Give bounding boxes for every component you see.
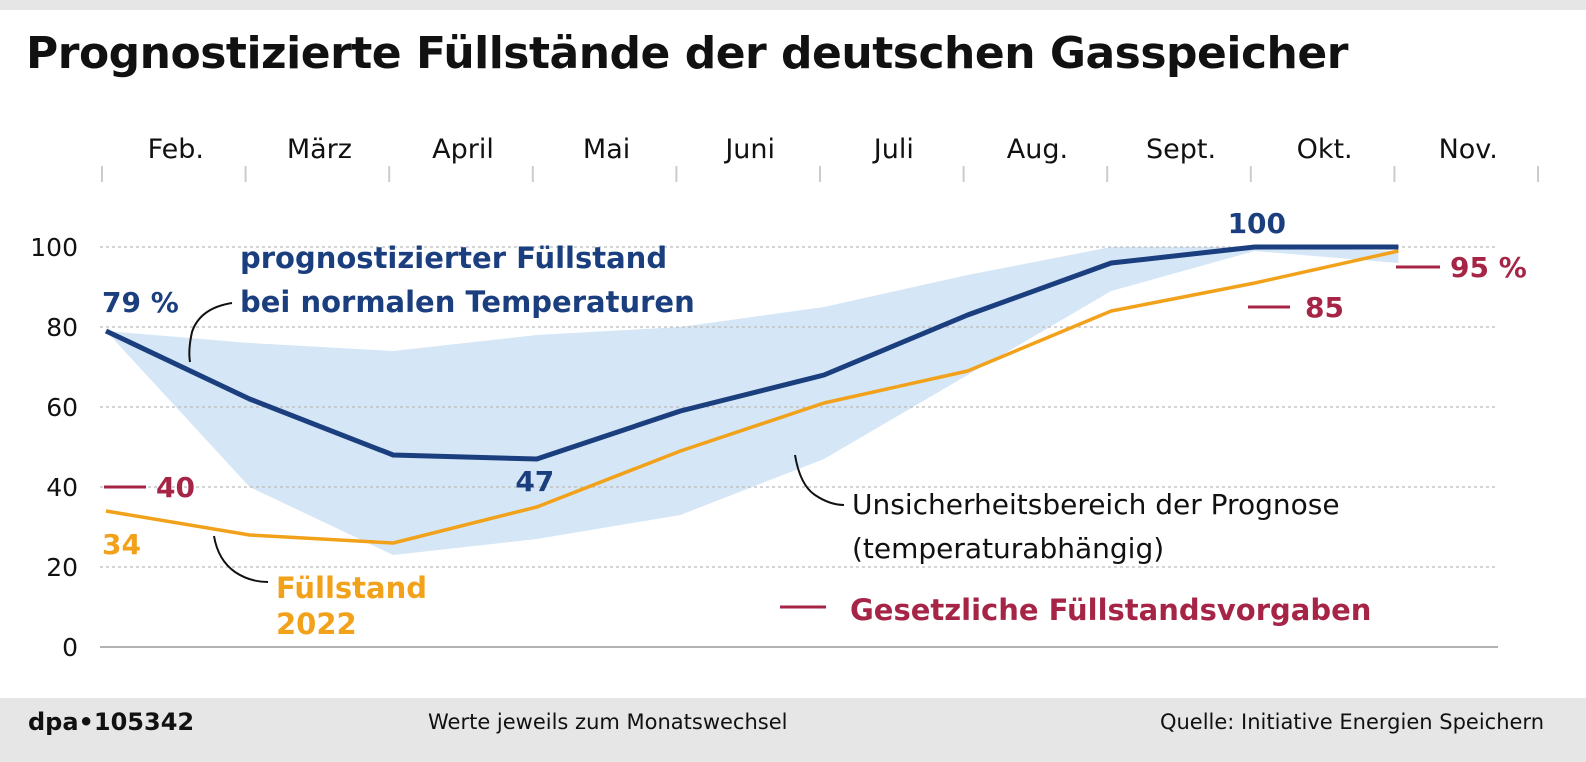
y-tick-label: 40 bbox=[46, 473, 78, 502]
y-axis: 0 20 40 60 80 100 bbox=[30, 233, 78, 662]
forecast-annotation-leader bbox=[188, 302, 233, 363]
data-label-2022-feb: 34 bbox=[102, 528, 141, 561]
data-label-forecast-may: 47 bbox=[515, 465, 554, 498]
month-label: Mai bbox=[583, 134, 630, 165]
y-tick-label: 0 bbox=[62, 633, 78, 662]
annotations-layer: prognostizierter Füllstand bei normalen T… bbox=[188, 241, 1371, 641]
series-layer bbox=[104, 244, 1399, 545]
series-line-2022 bbox=[105, 249, 1399, 545]
fill2022-annotation-leader bbox=[213, 535, 269, 583]
uncertainty-band bbox=[106, 247, 1399, 555]
dpa-logo: dpa•105342 bbox=[28, 708, 195, 736]
uncertainty-band-layer bbox=[106, 247, 1399, 555]
band-annotation-line1: Unsicherheitsbereich der Prognose bbox=[852, 488, 1340, 521]
chart-title: Prognostizierte Füllstände der deutschen… bbox=[26, 28, 1348, 79]
y-tick-label: 20 bbox=[46, 553, 78, 582]
grid-layer bbox=[100, 246, 1498, 648]
fill2022-annotation-line1: Füllstand bbox=[276, 571, 427, 605]
fill2022-annotation-line2: 2022 bbox=[276, 607, 357, 641]
month-label: Feb. bbox=[148, 134, 204, 165]
legal-target-label: 40 bbox=[156, 471, 195, 504]
legal-legend-label: Gesetzliche Füllstandsvorgaben bbox=[850, 593, 1371, 627]
month-label: Sept. bbox=[1146, 134, 1216, 165]
y-tick-label: 100 bbox=[30, 233, 78, 262]
month-label: Juni bbox=[723, 134, 775, 165]
month-label: Nov. bbox=[1439, 134, 1498, 165]
forecast-annotation-line1: prognostizierter Füllstand bbox=[240, 241, 667, 275]
series-line-forecast bbox=[104, 244, 1399, 462]
y-tick-label: 60 bbox=[46, 393, 78, 422]
month-label: Okt. bbox=[1297, 134, 1353, 165]
footer: dpa•105342 Werte jeweils zum Monatswechs… bbox=[0, 698, 1586, 762]
legal-targets-layer: 40 85 95 % bbox=[104, 251, 1527, 504]
month-label: Juli bbox=[872, 134, 914, 165]
legal-target-label: 85 bbox=[1305, 291, 1344, 324]
band-annotation-leader bbox=[794, 454, 845, 506]
source-note: Quelle: Initiative Energien Speichern bbox=[1159, 710, 1544, 734]
legal-target-label: 95 % bbox=[1450, 251, 1527, 284]
month-axis: Feb. März April Mai Juni Juli Aug. Sept. Okt. Nov… bbox=[101, 134, 1539, 182]
data-labels-layer: 79 % 47 100 34 bbox=[102, 207, 1286, 561]
data-label-forecast-oct: 100 bbox=[1228, 207, 1286, 240]
month-label: Aug. bbox=[1007, 134, 1068, 165]
top-bar bbox=[0, 0, 1586, 10]
forecast-annotation-line2: bei normalen Temperaturen bbox=[240, 285, 695, 319]
month-label: März bbox=[287, 134, 352, 165]
band-annotation-line2: (temperaturabhängig) bbox=[852, 532, 1164, 565]
month-label: April bbox=[432, 134, 494, 165]
chart: Feb. März April Mai Juni Juli Aug. Sept. Okt. Nov… bbox=[30, 134, 1539, 662]
data-label-forecast-feb: 79 % bbox=[102, 286, 179, 319]
y-tick-label: 80 bbox=[46, 313, 78, 342]
footer-note: Werte jeweils zum Monatswechsel bbox=[428, 710, 788, 734]
